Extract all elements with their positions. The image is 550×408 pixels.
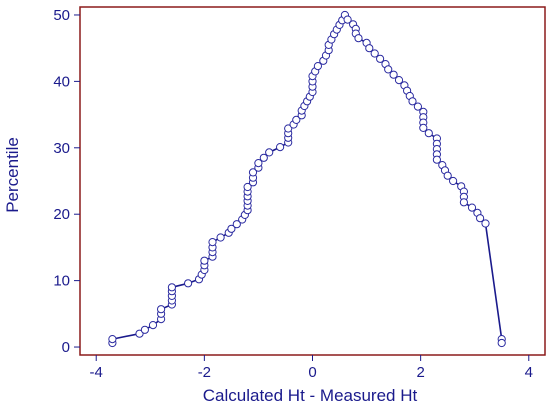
data-point [449,176,458,186]
y-tick-label-2: 20 [53,206,70,223]
data-point [459,198,468,207]
data-point [384,65,393,74]
data-point [389,70,398,79]
y-tick-label-3: 30 [53,140,70,157]
y-tick-label-1: 10 [53,273,70,290]
data-point [476,214,485,223]
data-point [376,54,385,63]
data-point [200,256,209,265]
y-axis-title: Percentile [3,137,22,213]
y-tick-label-4: 40 [53,73,70,90]
data-point [135,329,144,338]
plot-frame [79,6,546,356]
x-axis: -4 -2 0 2 4 [90,355,533,381]
data-point [424,129,433,138]
data-point [167,283,176,292]
data-point [313,62,322,71]
x-axis-title: Calculated Ht - Measured Ht [203,386,418,405]
y-tick-label-0: 0 [62,339,70,356]
data-point [284,124,293,133]
y-tick-label-5: 50 [53,7,70,24]
data-point [394,76,404,85]
data-point [354,34,363,43]
x-tick-label-4: 4 [525,364,533,381]
data-point [365,44,374,53]
data-point [216,233,225,242]
data-point [413,102,422,111]
data-point [467,203,477,212]
data-point [265,148,274,157]
data-point [184,279,193,288]
data-point [408,97,417,106]
data-point [432,155,441,164]
data-point [343,15,352,24]
x-tick-label-3: 2 [416,364,424,381]
data-point [419,123,428,133]
data-point [208,238,217,247]
x-tick-label-2: 0 [308,364,316,381]
series-group [108,10,506,348]
data-point [227,224,236,233]
data-point [148,321,158,330]
x-tick-label-0: -4 [90,364,103,381]
data-point [276,143,285,152]
y-axis: 0 10 20 30 40 50 [53,7,80,356]
x-tick-label-1: -2 [198,364,211,381]
data-point [259,153,268,162]
data-point [481,219,490,228]
data-point [248,168,258,177]
data-point [292,115,301,125]
data-point [140,325,149,334]
data-point [497,338,506,348]
data-point [108,335,117,344]
data-point [370,49,379,58]
data-point [243,182,252,192]
data-point [232,220,241,229]
data-point [157,305,166,314]
data-point [254,159,263,168]
data-point [443,171,452,180]
